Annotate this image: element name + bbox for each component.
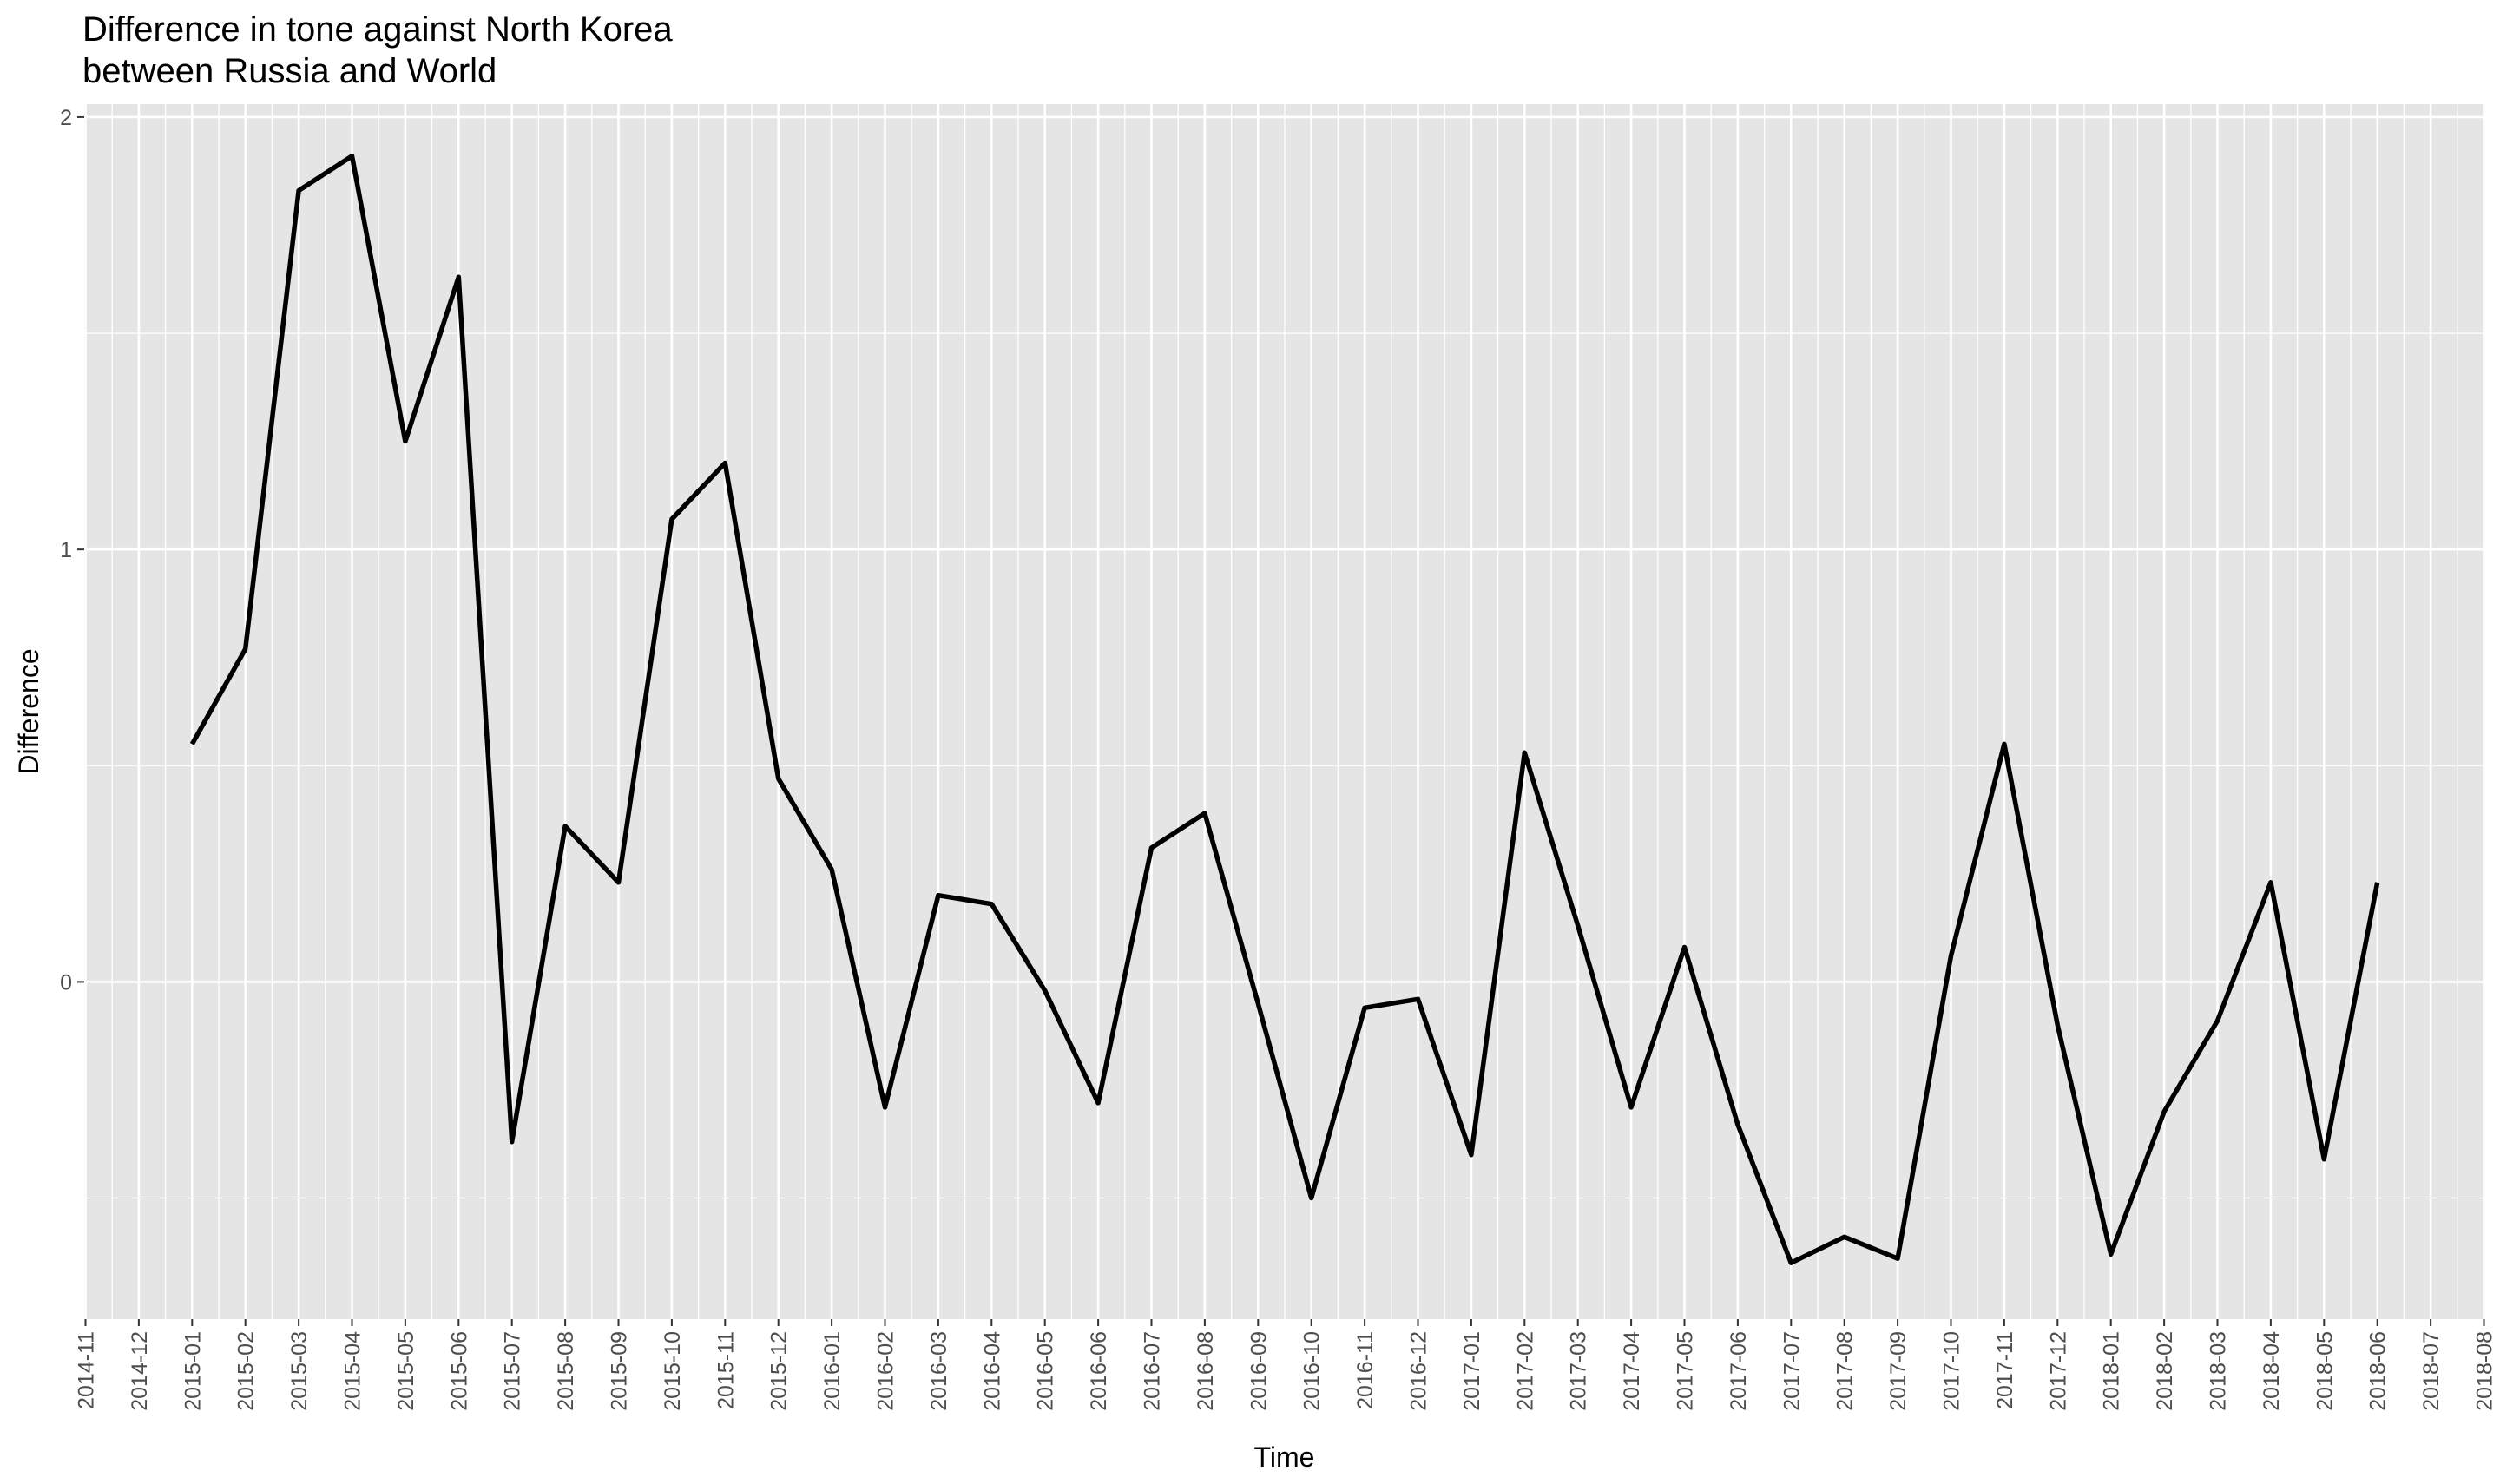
data-layer bbox=[189, 154, 2380, 1265]
x-tick-label: 2015-08 bbox=[554, 1331, 578, 1411]
x-tick-label: 2015-02 bbox=[234, 1331, 259, 1411]
x-tick-label: 2018-05 bbox=[2312, 1331, 2337, 1411]
x-tick-label: 2018-08 bbox=[2473, 1331, 2497, 1411]
x-tick-label: 2015-04 bbox=[341, 1331, 365, 1411]
x-tick-label: 2015-07 bbox=[501, 1331, 525, 1411]
x-tick-label: 2017-02 bbox=[1513, 1331, 1537, 1411]
x-tick-label: 2018-06 bbox=[2366, 1331, 2391, 1411]
x-axis: 2014-11 2014-12 2015-01 2015-02 2015-03 2015-… bbox=[75, 1319, 2497, 1411]
x-tick-label: 2017-07 bbox=[1780, 1331, 1804, 1411]
x-tick-label: 2015-09 bbox=[608, 1331, 632, 1411]
x-tick-label: 2016-01 bbox=[820, 1331, 845, 1411]
x-tick-label: 2016-11 bbox=[1353, 1331, 1378, 1409]
x-tick-label: 2016-04 bbox=[980, 1331, 1004, 1411]
x-tick-label: 2017-03 bbox=[1567, 1331, 1591, 1411]
y-tick-label: 0 bbox=[60, 970, 72, 995]
x-tick-label: 2016-02 bbox=[874, 1331, 898, 1411]
x-tick-label: 2015-10 bbox=[661, 1331, 685, 1411]
x-tick-label: 2017-05 bbox=[1674, 1331, 1698, 1411]
x-tick-label: 2017-12 bbox=[2046, 1331, 2070, 1411]
x-tick-label: 2015-06 bbox=[447, 1331, 471, 1411]
x-tick-label: 2015-03 bbox=[287, 1331, 312, 1411]
x-tick-label: 2017-10 bbox=[1940, 1331, 1964, 1411]
chart-subtitle: between Russia and World bbox=[82, 52, 497, 90]
x-tick-label: 2016-12 bbox=[1407, 1331, 1431, 1411]
x-tick-label: 2017-08 bbox=[1833, 1331, 1858, 1411]
x-tick-label: 2016-10 bbox=[1300, 1331, 1325, 1411]
series-line bbox=[189, 154, 2380, 1265]
x-tick-label: 2018-03 bbox=[2207, 1331, 2231, 1411]
x-tick-label: 2016-03 bbox=[927, 1331, 951, 1411]
x-tick-label: 2018-07 bbox=[2419, 1331, 2444, 1411]
x-axis-title: Time bbox=[1254, 1441, 1315, 1473]
x-tick-label: 2016-06 bbox=[1087, 1331, 1111, 1411]
x-tick-label: 2016-08 bbox=[1194, 1331, 1218, 1411]
x-tick-label: 2016-09 bbox=[1247, 1331, 1271, 1411]
x-tick-label: 2015-12 bbox=[767, 1331, 792, 1411]
y-axis: 0 1 2 bbox=[60, 106, 84, 995]
x-tick-label: 2018-02 bbox=[2153, 1331, 2177, 1411]
x-tick-label: 2015-01 bbox=[181, 1331, 205, 1411]
x-tick-label: 2017-01 bbox=[1460, 1331, 1484, 1411]
x-tick-label: 2015-05 bbox=[394, 1331, 418, 1411]
x-tick-label: 2014-12 bbox=[128, 1331, 152, 1411]
y-tick-label: 1 bbox=[60, 538, 72, 562]
x-tick-label: 2018-04 bbox=[2260, 1331, 2284, 1411]
x-tick-label: 2017-11 bbox=[1993, 1331, 2017, 1409]
x-tick-label: 2014-11 bbox=[75, 1331, 99, 1409]
x-tick-label: 2015-11 bbox=[714, 1331, 738, 1409]
y-axis-title: Difference bbox=[13, 648, 44, 774]
grid-x bbox=[84, 104, 2485, 1319]
x-tick-label: 2017-06 bbox=[1727, 1331, 1751, 1411]
x-tick-label: 2017-04 bbox=[1620, 1331, 1644, 1411]
x-tick-label: 2016-05 bbox=[1034, 1331, 1058, 1411]
y-tick-label: 2 bbox=[60, 106, 72, 130]
x-tick-label: 2016-07 bbox=[1141, 1331, 1165, 1411]
chart-title: Difference in tone against North Korea bbox=[82, 10, 673, 49]
x-tick-label: 2017-09 bbox=[1886, 1331, 1911, 1411]
x-tick-label: 2018-01 bbox=[2100, 1331, 2124, 1411]
